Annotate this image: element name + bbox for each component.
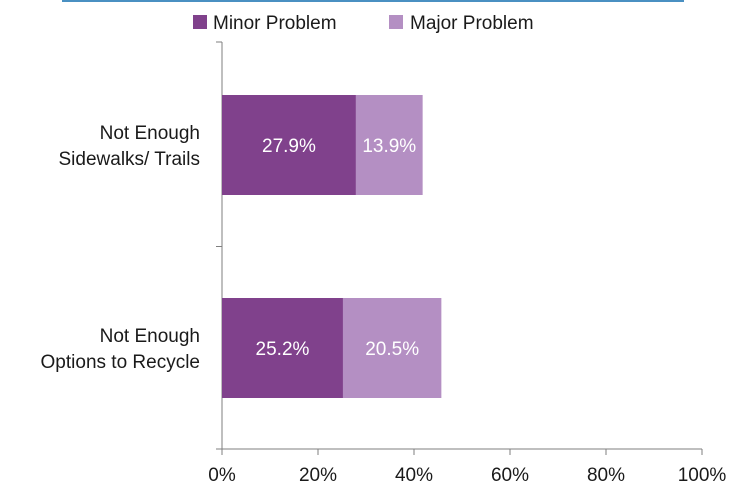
category-labels: Not Enough Sidewalks/ Trails Not Enough Opt… <box>41 123 200 373</box>
x-tick-label-2: 20% <box>299 465 337 486</box>
bar-2-2 <box>342 298 442 398</box>
legend-swatch-1 <box>193 15 207 29</box>
category-label-line: Not Enough <box>100 123 200 144</box>
category-label-line: Sidewalks/ Trails <box>59 149 201 170</box>
legend-label-1: Minor Problem <box>213 13 337 34</box>
category-label-line: Options to Recycle <box>41 352 200 373</box>
x-tick-label-1: 0% <box>208 465 236 486</box>
legend-swatch-2 <box>389 15 403 29</box>
data-label-1-1: 27.9% <box>262 136 316 157</box>
category-label-line: Not Enough <box>100 326 200 347</box>
bar-1-2 <box>355 95 423 195</box>
data-label-2-2: 20.5% <box>365 339 419 360</box>
bars: 27.9% 13.9% 25.2% 20.5% <box>222 95 442 398</box>
data-label-1-2: 13.9% <box>362 136 416 157</box>
bar-1-1 <box>222 95 356 195</box>
data-label-2-1: 25.2% <box>256 339 310 360</box>
x-tick-label-4: 60% <box>491 465 529 486</box>
x-tick-label-5: 80% <box>587 465 625 486</box>
category-label-2: Not Enough Options to Recycle <box>41 326 200 373</box>
bar-2-1 <box>222 298 343 398</box>
x-tick-label-3: 40% <box>395 465 433 486</box>
category-label-1: Not Enough Sidewalks/ Trails <box>59 123 201 170</box>
legend-label-2: Major Problem <box>410 13 534 34</box>
x-axis-ticks: 0% 20% 40% 60% 80% 100% <box>208 465 726 486</box>
legend: Minor Problem Major Problem <box>193 13 534 34</box>
x-tick-label-6: 100% <box>678 465 727 486</box>
